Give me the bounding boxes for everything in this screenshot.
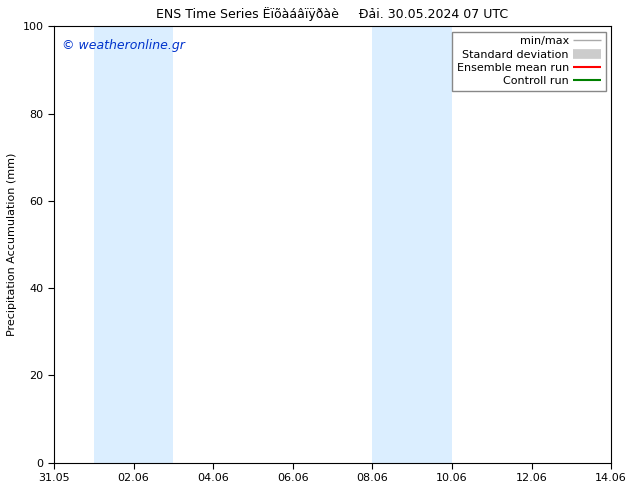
Y-axis label: Precipitation Accumulation (mm): Precipitation Accumulation (mm) [7,153,17,336]
Legend: min/max, Standard deviation, Ensemble mean run, Controll run: min/max, Standard deviation, Ensemble me… [452,32,605,91]
Bar [372,26,452,463]
Bar [94,26,173,463]
Text: © weatheronline.gr: © weatheronline.gr [62,39,185,52]
Title: ENS Time Series Ëïõàáâïÿðàè     Đải. 30.05.2024 07 UTC: ENS Time Series Ëïõàáâïÿðàè Đải. 30.05.2… [157,7,508,21]
